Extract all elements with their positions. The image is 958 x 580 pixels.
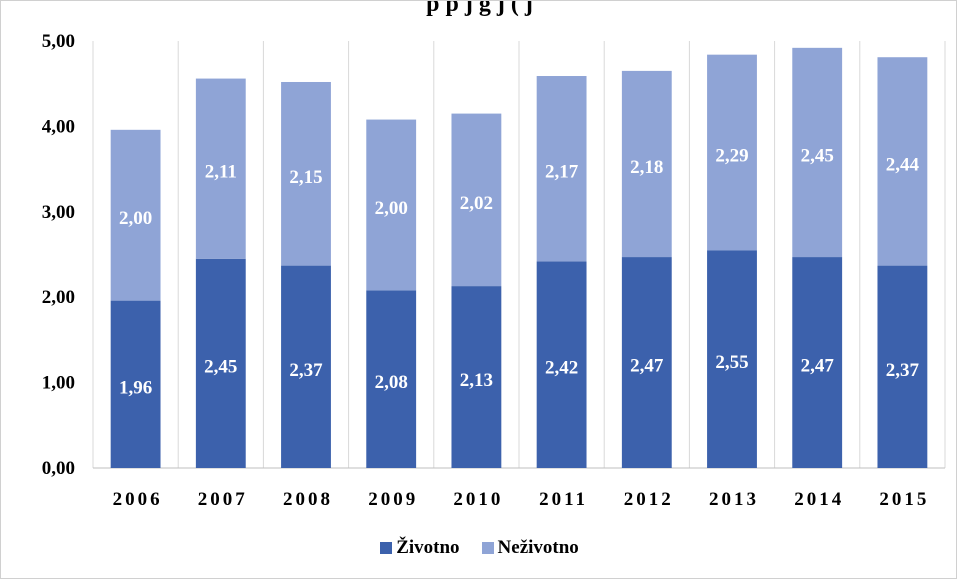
data-label: 2,37 xyxy=(886,360,920,381)
x-tick-label: 2013 xyxy=(709,489,759,510)
data-label: 2,02 xyxy=(460,193,493,214)
y-tick-label: 3,00 xyxy=(42,202,75,223)
bar-nezivotno-2008 xyxy=(281,81,331,266)
bar-nezivotno-2012 xyxy=(621,70,672,258)
legend-item-zivotno: Životno xyxy=(380,537,460,559)
x-tick-label: 2006 xyxy=(113,489,163,510)
x-tick-label: 2012 xyxy=(624,489,674,510)
data-label: 2,44 xyxy=(886,154,920,175)
data-label: 2,55 xyxy=(715,352,748,373)
legend-swatch-nezivotno xyxy=(481,542,494,554)
x-axis: 2006 2007 2008 2009 2010 2011 2012 2013 2014 2015 xyxy=(113,489,929,510)
bar-nezivotno-2014 xyxy=(792,47,843,258)
y-tick-label: 1,00 xyxy=(42,373,75,394)
x-tick-label: 2009 xyxy=(368,489,418,510)
bar-nezivotno-2009 xyxy=(366,119,417,291)
bar-zivotno-2006 xyxy=(110,300,161,468)
y-tick-label: 2,00 xyxy=(42,287,75,308)
data-label: 1,96 xyxy=(119,377,152,398)
data-label: 2,18 xyxy=(630,157,663,178)
y-tick-label: 5,00 xyxy=(42,31,75,52)
bar-nezivotno-2007 xyxy=(195,78,246,259)
legend-label-zivotno: Životno xyxy=(396,537,460,558)
bar-nezivotno-2010 xyxy=(451,113,502,287)
bar-zivotno-2009 xyxy=(366,290,417,468)
bar-nezivotno-2006 xyxy=(110,129,161,301)
bar-zivotno-2012 xyxy=(621,257,672,468)
x-tick-label: 2007 xyxy=(198,489,248,510)
data-label: 2,47 xyxy=(630,356,664,377)
data-labels: 1,96 2,00 2,45 2,11 2,37 2,15 2,08 2,00 2,13 2,02… xyxy=(119,145,920,398)
x-tick-label: 2015 xyxy=(879,489,929,510)
y-axis: 0,00 1,00 2,00 3,00 4,00 5,00 xyxy=(42,31,75,479)
data-label: 2,37 xyxy=(289,360,323,381)
data-label: 2,47 xyxy=(801,356,835,377)
bar-nezivotno-2013 xyxy=(707,54,757,251)
data-label: 2,11 xyxy=(205,162,237,183)
bar-zivotno-2011 xyxy=(536,261,587,468)
legend: Životno Neživotno xyxy=(1,537,956,559)
data-label: 2,00 xyxy=(119,208,152,229)
data-label: 2,13 xyxy=(460,370,493,391)
data-label: 2,45 xyxy=(204,356,237,377)
data-label: 2,00 xyxy=(375,198,408,219)
data-label: 2,45 xyxy=(801,145,834,166)
legend-label-nezivotno: Neživotno xyxy=(497,537,579,558)
x-tick-label: 2014 xyxy=(794,489,844,510)
data-label: 2,08 xyxy=(375,372,408,393)
bar-zivotno-2015 xyxy=(877,265,928,468)
data-label: 2,17 xyxy=(545,162,579,183)
chart-title-fragment: p p j g j ( j xyxy=(426,0,533,17)
y-tick-label: 0,00 xyxy=(42,458,75,479)
bars xyxy=(110,47,928,468)
bar-nezivotno-2015 xyxy=(877,57,928,266)
data-label: 2,15 xyxy=(289,167,322,188)
bar-zivotno-2007 xyxy=(195,258,246,468)
y-tick-label: 4,00 xyxy=(42,116,75,137)
legend-swatch-zivotno xyxy=(380,542,393,554)
x-tick-label: 2008 xyxy=(283,489,333,510)
bar-zivotno-2010 xyxy=(451,286,502,468)
x-tick-label: 2010 xyxy=(453,489,503,510)
data-label: 2,42 xyxy=(545,358,578,379)
legend-item-nezivotno: Neživotno xyxy=(481,537,579,559)
bar-zivotno-2013 xyxy=(707,250,757,468)
bar-nezivotno-2011 xyxy=(536,76,587,262)
data-label: 2,29 xyxy=(715,145,748,166)
bar-zivotno-2008 xyxy=(281,265,331,468)
x-tick-label: 2011 xyxy=(539,489,588,510)
bar-zivotno-2014 xyxy=(792,257,843,468)
